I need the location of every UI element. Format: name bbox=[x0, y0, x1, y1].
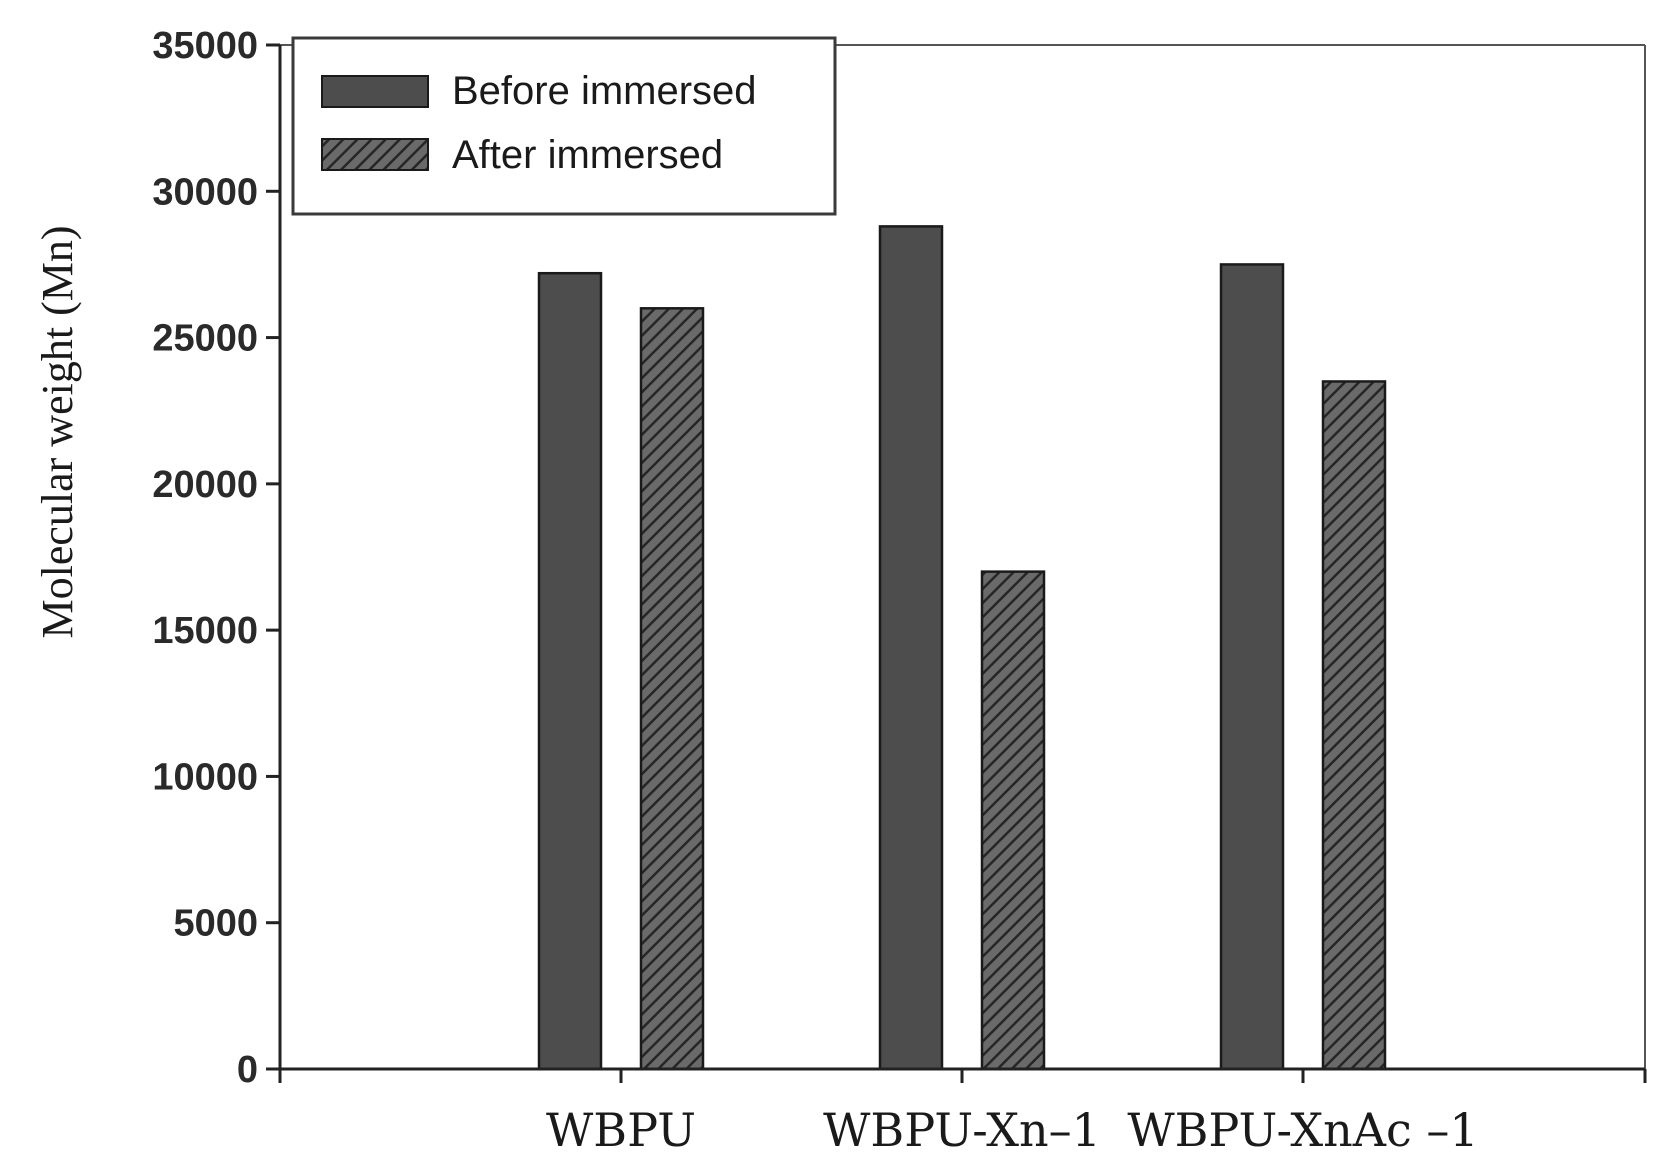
y-tick-label: 5000 bbox=[173, 903, 258, 945]
y-tick-label: 25000 bbox=[152, 318, 258, 360]
x-tick-label: WBPU-XnAc –1 bbox=[1127, 1103, 1478, 1157]
y-axis-title: Molecular weight (Mn) bbox=[33, 226, 82, 639]
legend-swatch-after bbox=[322, 139, 428, 170]
legend-label-after: After immersed bbox=[452, 133, 723, 177]
y-tick-label: 35000 bbox=[152, 25, 258, 67]
legend-swatch-before bbox=[322, 76, 428, 107]
x-tick-label: WBPU bbox=[546, 1103, 696, 1157]
bar-before-1 bbox=[880, 226, 942, 1069]
x-axis: WBPU WBPU-Xn–1 WBPU-XnAc –1 bbox=[280, 1069, 1645, 1157]
y-tick-label: 10000 bbox=[152, 756, 258, 798]
bars-layer bbox=[539, 226, 1385, 1069]
bar-before-2 bbox=[1221, 264, 1283, 1069]
y-tick-label: 0 bbox=[237, 1049, 258, 1091]
y-tick-label: 20000 bbox=[152, 464, 258, 506]
bar-before-0 bbox=[539, 273, 601, 1069]
legend-label-before: Before immersed bbox=[452, 69, 757, 113]
legend-box bbox=[293, 38, 835, 214]
y-tick-label: 15000 bbox=[152, 610, 258, 652]
x-tick-label: WBPU-Xn–1 bbox=[823, 1103, 1101, 1157]
y-axis: 0 5000 10000 15000 20000 25000 30000 35000 bbox=[152, 25, 280, 1091]
bar-after-0 bbox=[641, 308, 703, 1069]
bar-after-1 bbox=[982, 572, 1044, 1069]
y-tick-label: 30000 bbox=[152, 171, 258, 213]
legend: Before immersed After immersed bbox=[293, 38, 835, 214]
bar-after-2 bbox=[1323, 381, 1385, 1069]
